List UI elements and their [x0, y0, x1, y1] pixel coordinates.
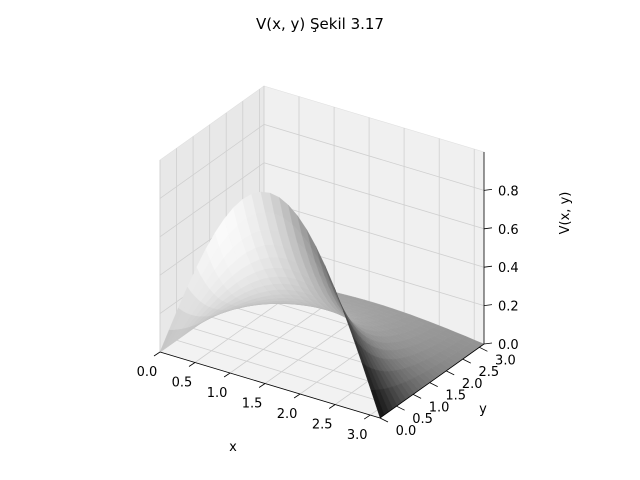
x-axis-label: x — [229, 440, 237, 455]
y-tick-label: 1.0 — [429, 400, 450, 415]
x-tick-mark — [258, 383, 266, 388]
x-tick-mark — [293, 393, 301, 399]
y-tick-mark — [462, 358, 471, 364]
grid-line-x-floor — [229, 298, 335, 374]
grid-line-z-back — [263, 124, 485, 191]
z-tick-mark — [483, 304, 493, 306]
x-tick-label: 2.0 — [277, 407, 298, 422]
y-tick-mark — [396, 405, 405, 411]
x-tick-label: 0.0 — [137, 365, 158, 380]
y-tick-mark — [479, 346, 488, 352]
x-tick-label: 3.0 — [347, 428, 368, 443]
y-tick-label: 3.0 — [495, 353, 516, 368]
z-tick-mark — [483, 189, 493, 191]
x-tick-mark — [328, 404, 336, 409]
grid-line-z-back — [263, 200, 485, 268]
z-tick-mark — [483, 265, 493, 268]
y-tick-label: 2.5 — [478, 365, 499, 380]
grid-line-z-back — [263, 162, 485, 230]
y-tick-label: 2.0 — [462, 377, 483, 392]
x-tick-mark — [363, 414, 371, 420]
chart-title: V(x, y) Şekil 3.17 — [256, 15, 384, 33]
y-tick-label: 0.0 — [396, 424, 417, 439]
y-tick-label: 1.5 — [445, 389, 466, 404]
x-axis-line — [159, 351, 381, 419]
x-tick-mark — [188, 362, 196, 367]
grid-line-z-side — [159, 124, 265, 199]
z-tick-label: 0.6 — [498, 223, 519, 238]
y-tick-mark — [412, 394, 422, 399]
axes-lines — [159, 152, 485, 419]
x-tick-label: 1.0 — [207, 386, 228, 401]
y-tick-mark — [429, 382, 438, 387]
y-axis-line — [379, 343, 485, 419]
x-tick-mark — [153, 351, 161, 357]
x-tick-label: 2.5 — [312, 418, 333, 433]
z-tick-label: 0.4 — [498, 261, 519, 276]
z-tick-label: 0.8 — [498, 184, 519, 199]
axes-ticks: 0.00.51.01.52.02.53.0 0.00.51.01.52.02.53… — [137, 184, 519, 443]
x-tick-mark — [223, 372, 231, 378]
grid-line-y-floor — [176, 339, 397, 407]
x-tick-label: 1.5 — [242, 397, 263, 412]
z-tick-mark — [483, 227, 493, 230]
surface-mesh — [159, 191, 485, 418]
z-tick-mark — [483, 342, 493, 345]
z-axis-label: V(x, y) — [558, 192, 573, 235]
y-tick-label: 0.5 — [412, 412, 433, 427]
y-tick-mark — [446, 370, 455, 376]
x-tick-label: 0.5 — [172, 376, 193, 391]
y-axis-label: y — [479, 402, 487, 417]
grid-line-z-side — [159, 162, 265, 238]
z-tick-label: 0.0 — [498, 338, 519, 353]
z-tick-label: 0.2 — [498, 300, 519, 315]
y-tick-mark — [379, 417, 389, 423]
